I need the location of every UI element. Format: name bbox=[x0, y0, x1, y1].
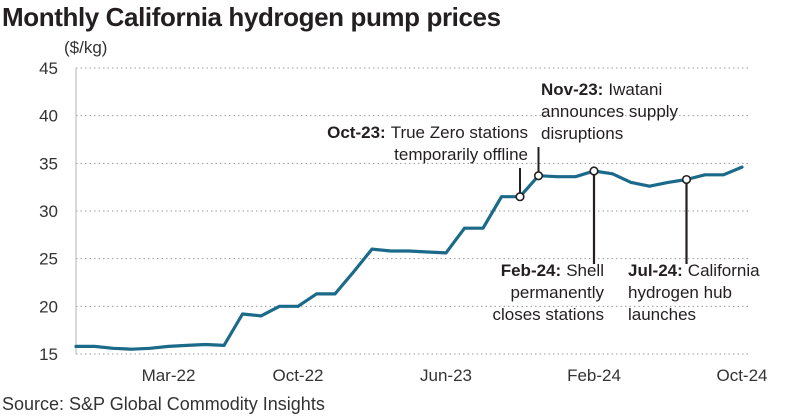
y-axis: 15 20 25 30 35 40 45 bbox=[39, 59, 58, 364]
data-point bbox=[185, 344, 189, 347]
data-point bbox=[333, 292, 337, 296]
data-point bbox=[296, 304, 300, 308]
data-point bbox=[148, 346, 152, 350]
y-tick-label: 45 bbox=[39, 59, 58, 78]
data-point bbox=[259, 314, 263, 318]
annotation-date: Nov-23: bbox=[541, 80, 603, 99]
data-point bbox=[463, 226, 466, 230]
data-point bbox=[722, 173, 725, 177]
y-tick-label: 30 bbox=[39, 202, 58, 221]
data-point bbox=[555, 175, 559, 179]
data-point bbox=[74, 344, 78, 348]
annotations: Oct-23: True Zero stations temporarily off… bbox=[327, 80, 760, 324]
data-point bbox=[241, 312, 244, 316]
annotation-line: Shell bbox=[566, 261, 604, 280]
y-axis-label: ($/kg) bbox=[64, 38, 107, 57]
data-point bbox=[352, 270, 355, 274]
data-point bbox=[407, 249, 411, 253]
annotation-line: True Zero stations bbox=[391, 123, 528, 142]
annotation-line: permanently bbox=[510, 283, 604, 302]
data-point bbox=[204, 343, 207, 346]
data-point bbox=[648, 184, 651, 188]
annotation-line: Iwatani bbox=[608, 80, 662, 99]
grid bbox=[75, 67, 748, 355]
annotation-date: Oct-23: bbox=[327, 123, 386, 142]
data-point bbox=[370, 247, 374, 251]
data-point bbox=[389, 249, 392, 253]
y-tick-label: 25 bbox=[39, 250, 58, 269]
data-points bbox=[74, 165, 744, 351]
data-point bbox=[111, 346, 115, 350]
y-tick-label: 35 bbox=[39, 154, 58, 173]
data-point bbox=[703, 173, 707, 177]
data-point bbox=[93, 344, 96, 348]
x-tick-label: Oct-22 bbox=[272, 366, 323, 385]
annotation-line: disruptions bbox=[541, 124, 623, 143]
source-note: Source: S&P Global Commodity Insights bbox=[2, 394, 325, 414]
data-point bbox=[574, 175, 577, 179]
x-tick-label: Oct-24 bbox=[716, 366, 767, 385]
annotation-marker bbox=[533, 171, 544, 181]
chart-title: Monthly California hydrogen pump prices bbox=[2, 2, 501, 32]
data-point bbox=[130, 347, 133, 351]
data-point bbox=[315, 292, 318, 296]
annotation-line: closes stations bbox=[493, 305, 605, 324]
annotation-text: Feb-24: Shell bbox=[501, 261, 604, 280]
annotation-text: Oct-23: True Zero stations bbox=[327, 123, 528, 142]
data-point bbox=[426, 250, 429, 254]
annotation-line: announces supply bbox=[541, 102, 679, 121]
y-tick-label: 40 bbox=[39, 107, 58, 126]
data-point bbox=[740, 165, 744, 169]
data-point bbox=[167, 344, 170, 348]
y-tick-label: 15 bbox=[39, 345, 58, 364]
y-tick-label: 20 bbox=[39, 297, 58, 316]
data-point bbox=[629, 181, 633, 184]
data-point bbox=[222, 344, 226, 347]
data-point bbox=[666, 181, 670, 184]
data-point bbox=[444, 251, 448, 255]
annotation-marker bbox=[681, 174, 692, 185]
data-point bbox=[500, 195, 503, 199]
annotation-text: Jul-24: California bbox=[628, 261, 760, 280]
annotation-line: hydrogen hub bbox=[628, 283, 732, 302]
annotation-date: Feb-24: bbox=[501, 261, 561, 280]
data-point bbox=[278, 304, 281, 308]
annotation-date: Jul-24: bbox=[628, 261, 683, 280]
annotation-marker bbox=[589, 166, 599, 176]
x-tick-label: Mar-22 bbox=[142, 366, 196, 385]
annotation-markers bbox=[515, 166, 692, 202]
annotation-leaders bbox=[519, 147, 688, 264]
x-tick-label: Feb-24 bbox=[567, 366, 621, 385]
data-point bbox=[611, 172, 614, 176]
annotation-marker bbox=[515, 192, 525, 202]
annotation-line: California bbox=[688, 261, 760, 280]
annotation-text: Nov-23: Iwatani bbox=[541, 80, 662, 99]
data-point bbox=[481, 226, 485, 230]
x-axis: Mar-22 Oct-22 Jun-23 Feb-24 Oct-24 bbox=[142, 366, 768, 385]
annotation-line: launches bbox=[628, 305, 696, 324]
annotation-line: temporarily offline bbox=[394, 145, 528, 164]
x-tick-label: Jun-23 bbox=[420, 366, 472, 385]
